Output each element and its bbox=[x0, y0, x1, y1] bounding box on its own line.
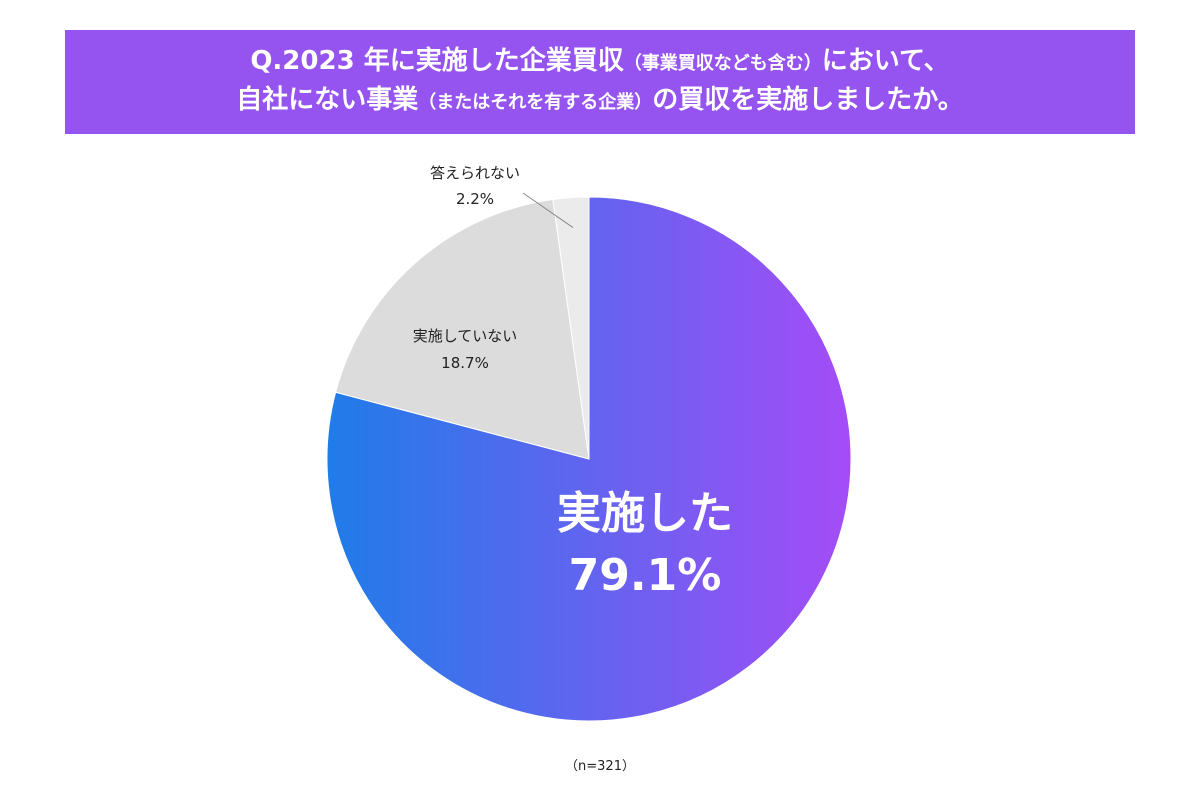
question-line-2-main: 自社にない事業 bbox=[236, 85, 419, 115]
question-line-1-tail: において、 bbox=[821, 46, 950, 76]
slice-label-not-implemented: 実施していない bbox=[413, 327, 518, 345]
leader-line-cannot-answer bbox=[522, 192, 574, 228]
slice-value-cannot-answer: 2.2% bbox=[456, 190, 494, 208]
sample-size-note: （n=321） bbox=[565, 759, 635, 774]
question-line-1-note: （事業買収なども含む） bbox=[623, 53, 822, 74]
question-line-1: Q.2023 年に実施した企業買収（事業買収なども含む）において、 bbox=[250, 43, 949, 82]
question-line-1-main: Q.2023 年に実施した企業買収 bbox=[250, 46, 624, 76]
slice-implemented bbox=[326, 196, 852, 722]
question-line-2-tail: の買収を実施しましたか。 bbox=[652, 85, 964, 115]
question-banner: Q.2023 年に実施した企業買収（事業買収なども含む）において、 自社にない事… bbox=[65, 30, 1135, 134]
slice-value-implemented: 79.1% bbox=[569, 550, 722, 601]
slice-not-implemented bbox=[335, 198, 590, 460]
slice-label-implemented: 実施した bbox=[557, 488, 733, 539]
slice-value-not-implemented: 18.7% bbox=[441, 354, 489, 372]
question-line-2-note: （またはそれを有する企業） bbox=[418, 92, 653, 113]
question-line-2: 自社にない事業（またはそれを有する企業）の買収を実施しましたか。 bbox=[236, 82, 964, 121]
slice-label-cannot-answer: 答えられない bbox=[430, 164, 520, 182]
pie-labels: 実施した 79.1% 実施していない 18.7% 答えられない 2.2% bbox=[413, 164, 733, 601]
slice-cannot-answer bbox=[552, 196, 590, 460]
pie-slices bbox=[326, 196, 852, 722]
